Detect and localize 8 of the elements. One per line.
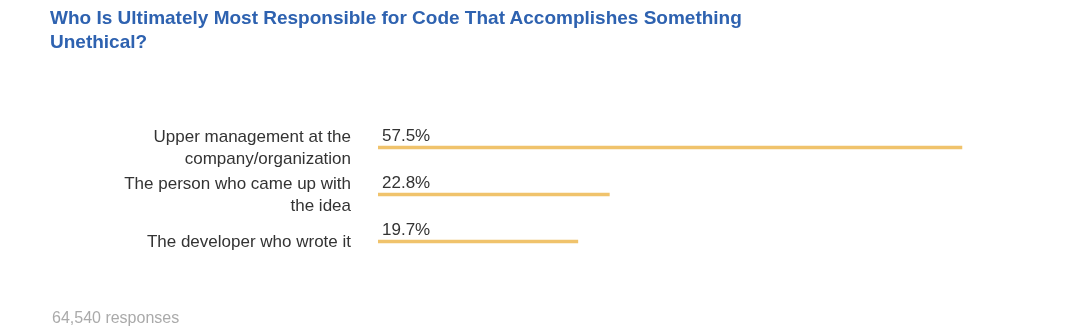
data-label: 57.5% bbox=[382, 126, 431, 145]
text: 64,540 responses bbox=[52, 309, 180, 326]
data-label: 22.8% bbox=[382, 173, 431, 192]
chart-title: Who Is Ultimately Most Responsible for Code That Accomplishes Something Unethical? bbox=[50, 6, 742, 53]
y-tick-label: The developer who wrote it bbox=[146, 232, 352, 252]
data-label: 19.7% bbox=[382, 220, 431, 239]
y-tick-label: The person who came up with the idea bbox=[124, 174, 352, 216]
y-tick-label: Upper management at the company/organization bbox=[153, 127, 351, 169]
